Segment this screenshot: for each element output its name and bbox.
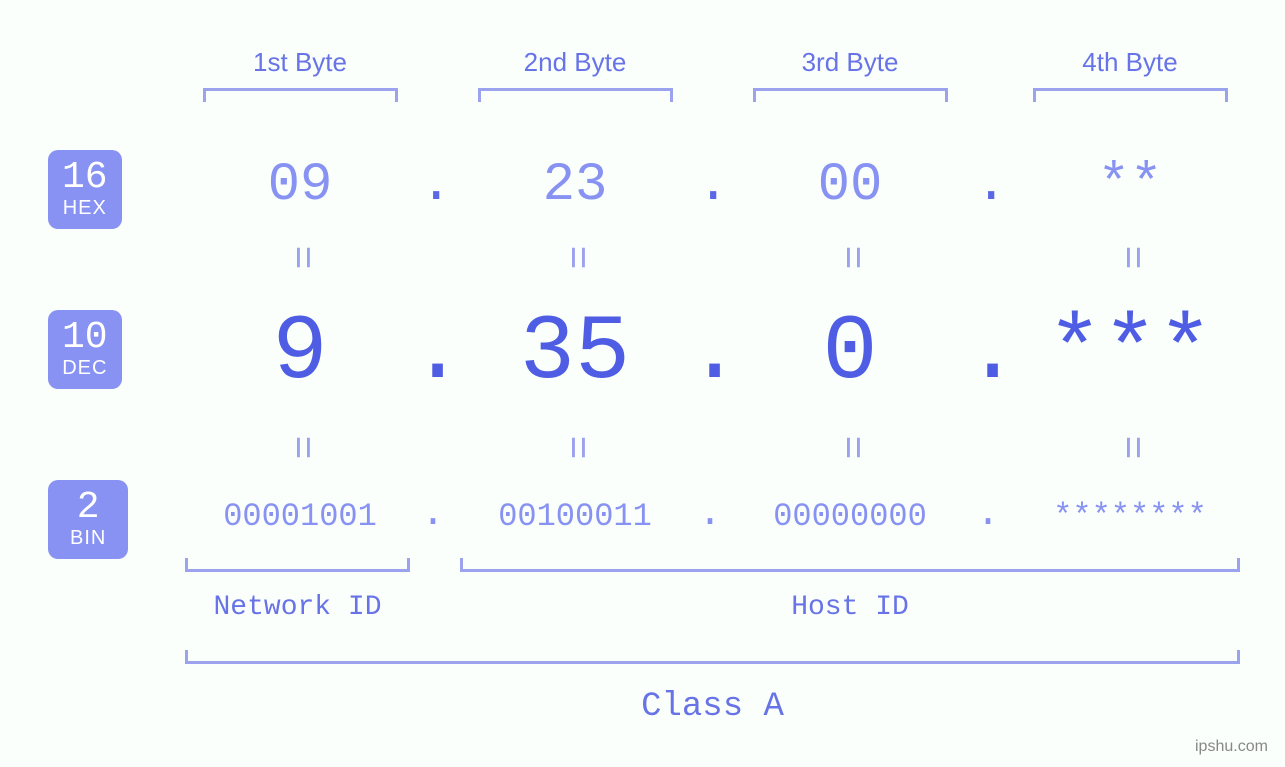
- eq-hex-dec-4: =: [1108, 243, 1153, 273]
- hex-byte-3: 00: [795, 155, 905, 216]
- dec-dot-2: .: [687, 300, 737, 405]
- dec-badge-base: 10: [62, 318, 108, 358]
- bin-dot-3: .: [973, 492, 1003, 537]
- host-id-label: Host ID: [460, 592, 1240, 623]
- byte-bracket-2: [478, 88, 673, 102]
- class-label: Class A: [185, 688, 1240, 726]
- dec-byte-3: 0: [750, 300, 950, 405]
- hex-byte-4: **: [1075, 155, 1185, 216]
- hex-byte-1: 09: [245, 155, 355, 216]
- dec-badge: 10 DEC: [48, 310, 122, 389]
- byte-header-2: 2nd Byte: [520, 47, 630, 78]
- byte-header-3: 3rd Byte: [795, 47, 905, 78]
- eq-hex-dec-1: =: [278, 243, 323, 273]
- hex-dot-2: .: [697, 155, 727, 216]
- network-id-label: Network ID: [185, 592, 410, 623]
- dec-dot-1: .: [410, 300, 460, 405]
- hex-dot-3: .: [975, 155, 1005, 216]
- dec-byte-2: 35: [475, 300, 675, 405]
- bin-badge: 2 BIN: [48, 480, 128, 559]
- bin-dot-2: .: [695, 492, 725, 537]
- bin-badge-label: BIN: [70, 528, 106, 549]
- network-bracket: [185, 558, 410, 572]
- host-bracket: [460, 558, 1240, 572]
- bin-byte-2: 00100011: [465, 498, 685, 535]
- byte-bracket-3: [753, 88, 948, 102]
- bin-byte-3: 00000000: [740, 498, 960, 535]
- watermark: ipshu.com: [1195, 738, 1268, 756]
- byte-bracket-1: [203, 88, 398, 102]
- hex-badge-label: HEX: [62, 198, 108, 219]
- bin-dot-1: .: [418, 492, 448, 537]
- ip-diagram: 1st Byte 2nd Byte 3rd Byte 4th Byte 16 H…: [0, 0, 1285, 767]
- eq-dec-bin-4: =: [1108, 433, 1153, 463]
- dec-byte-1: 9: [200, 300, 400, 405]
- hex-badge: 16 HEX: [48, 150, 122, 229]
- eq-dec-bin-2: =: [553, 433, 598, 463]
- byte-header-1: 1st Byte: [245, 47, 355, 78]
- eq-hex-dec-3: =: [828, 243, 873, 273]
- eq-dec-bin-1: =: [278, 433, 323, 463]
- hex-dot-1: .: [420, 155, 450, 216]
- eq-dec-bin-3: =: [828, 433, 873, 463]
- eq-hex-dec-2: =: [553, 243, 598, 273]
- hex-byte-2: 23: [520, 155, 630, 216]
- bin-byte-1: 00001001: [190, 498, 410, 535]
- bin-badge-base: 2: [70, 488, 106, 528]
- dec-byte-4: ***: [1030, 300, 1230, 405]
- class-bracket: [185, 650, 1240, 664]
- bin-byte-4: ********: [1020, 498, 1240, 535]
- byte-header-4: 4th Byte: [1075, 47, 1185, 78]
- dec-dot-3: .: [965, 300, 1015, 405]
- byte-bracket-4: [1033, 88, 1228, 102]
- hex-badge-base: 16: [62, 158, 108, 198]
- dec-badge-label: DEC: [62, 358, 108, 379]
